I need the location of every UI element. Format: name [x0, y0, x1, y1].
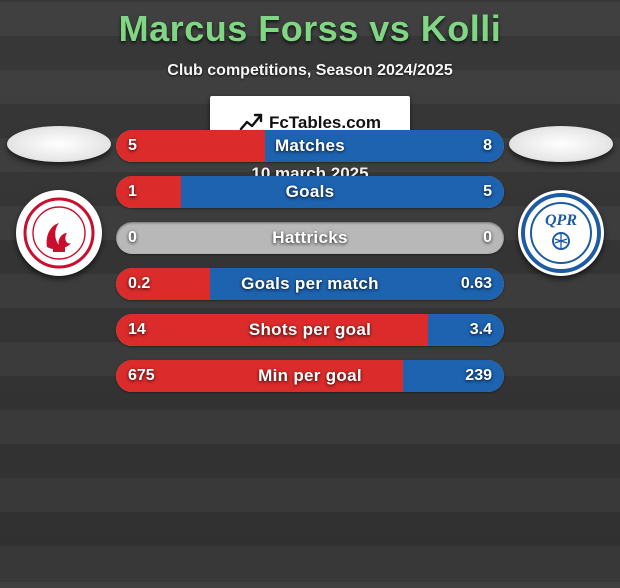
- stat-bar: 15Goals: [116, 176, 504, 208]
- stat-label: Hattricks: [116, 222, 504, 254]
- stat-label: Shots per goal: [116, 314, 504, 346]
- player-right-column: QPR: [506, 126, 616, 276]
- svg-text:QPR: QPR: [545, 212, 577, 229]
- stat-bar: 00Hattricks: [116, 222, 504, 254]
- player-left-column: [4, 126, 114, 276]
- stat-bars: 58Matches 15Goals 00Hattricks 0.20.63Goals …: [116, 130, 504, 392]
- club-crest-left: [16, 190, 102, 276]
- club-crest-right: QPR: [518, 190, 604, 276]
- stat-label: Goals per match: [116, 268, 504, 300]
- stat-label: Matches: [116, 130, 504, 162]
- middlesbrough-crest-icon: [23, 197, 95, 269]
- stat-bar: 0.20.63Goals per match: [116, 268, 504, 300]
- stat-bar: 143.4Shots per goal: [116, 314, 504, 346]
- comparison-title: Marcus Forss vs Kolli: [0, 8, 620, 50]
- comparison-subtitle: Club competitions, Season 2024/2025: [0, 62, 620, 80]
- stat-label: Min per goal: [116, 360, 504, 392]
- stat-bar: 675239Min per goal: [116, 360, 504, 392]
- qpr-crest-icon: QPR: [519, 191, 603, 275]
- player-photo-left: [7, 126, 111, 162]
- player-photo-right: [509, 126, 613, 162]
- stat-label: Goals: [116, 176, 504, 208]
- stat-bar: 58Matches: [116, 130, 504, 162]
